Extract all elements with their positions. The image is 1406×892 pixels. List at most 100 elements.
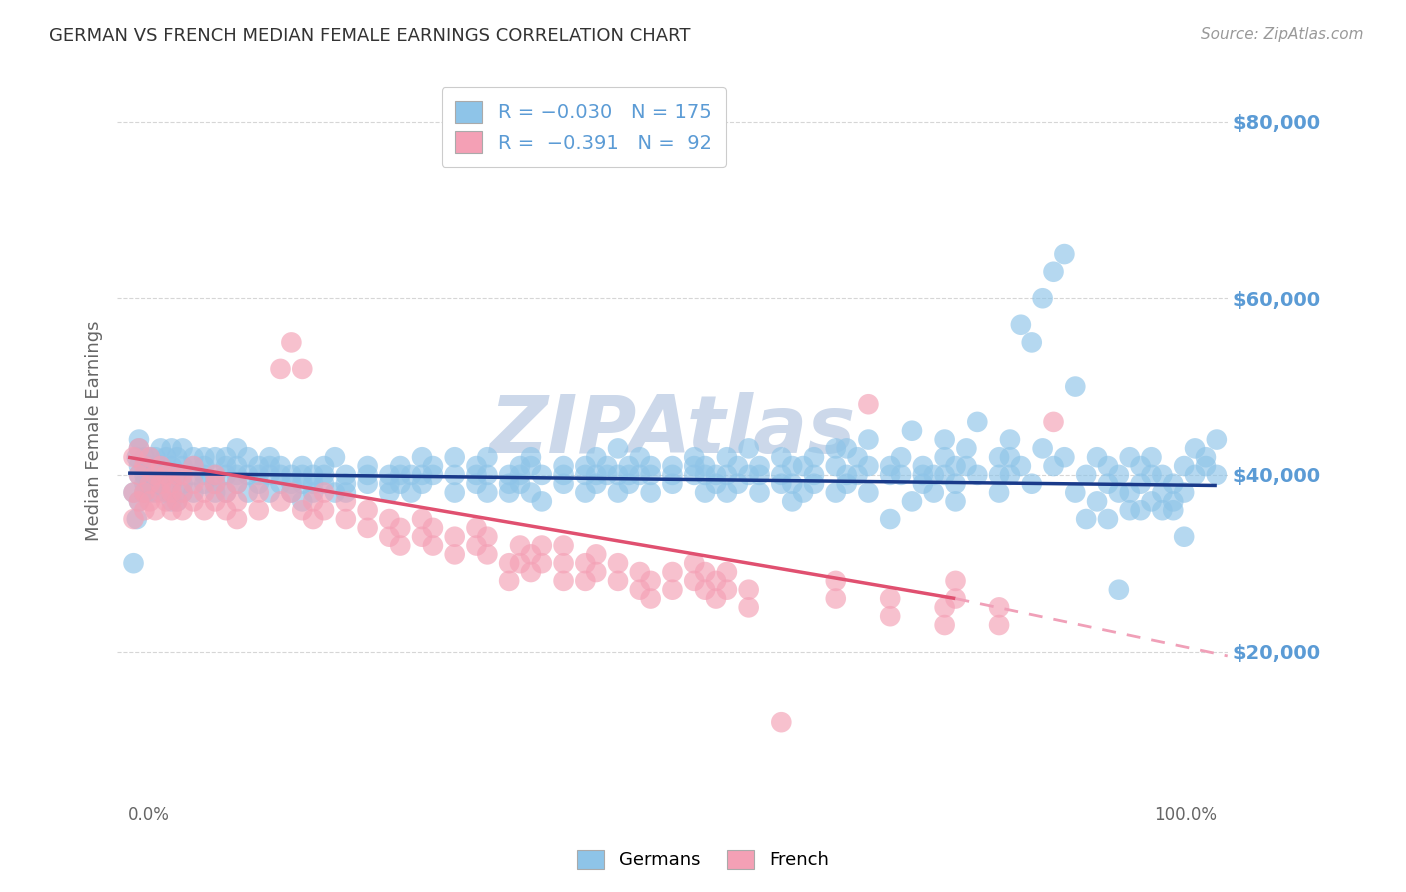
Point [553,476,575,491]
Point [378,512,401,526]
Point [122,512,145,526]
Point [1119,450,1142,465]
Point [1076,467,1098,482]
Point [172,485,194,500]
Point [520,450,543,465]
Point [1010,458,1032,473]
Point [215,450,238,465]
Point [988,618,1011,632]
Point [183,458,205,473]
Point [737,467,759,482]
Point [259,467,281,482]
Point [770,476,793,491]
Point [389,476,412,491]
Point [846,450,869,465]
Point [955,442,977,456]
Point [236,467,259,482]
Point [128,442,150,456]
Point [193,503,215,517]
Point [824,574,846,588]
Point [411,530,433,544]
Point [716,582,738,597]
Point [879,512,901,526]
Point [792,458,814,473]
Point [356,503,378,517]
Point [323,485,346,500]
Point [247,467,270,482]
Point [1064,379,1087,393]
Point [183,476,205,491]
Point [520,565,543,579]
Point [824,591,846,606]
Point [335,467,357,482]
Point [1010,318,1032,332]
Point [143,476,166,491]
Point [247,485,270,500]
Point [160,476,183,491]
Point [1173,458,1195,473]
Point [1140,450,1163,465]
Point [291,467,314,482]
Point [166,450,188,465]
Point [166,494,188,508]
Text: ZIPAtlas: ZIPAtlas [489,392,856,470]
Point [704,591,727,606]
Point [1021,335,1043,350]
Point [998,467,1021,482]
Point [378,467,401,482]
Point [465,458,488,473]
Point [477,548,499,562]
Point [134,458,156,473]
Point [1173,530,1195,544]
Point [356,467,378,482]
Point [193,450,215,465]
Point [695,467,717,482]
Point [607,556,630,570]
Point [204,450,226,465]
Point [172,442,194,456]
Point [312,503,335,517]
Point [247,503,270,517]
Point [465,521,488,535]
Text: GERMAN VS FRENCH MEDIAN FEMALE EARNINGS CORRELATION CHART: GERMAN VS FRENCH MEDIAN FEMALE EARNINGS … [49,27,690,45]
Point [792,485,814,500]
Point [291,476,314,491]
Point [858,433,880,447]
Point [498,485,520,500]
Point [465,476,488,491]
Point [259,450,281,465]
Point [945,494,967,508]
Point [780,476,803,491]
Point [640,574,662,588]
Point [411,512,433,526]
Point [356,458,378,473]
Point [1205,467,1227,482]
Point [695,458,717,473]
Point [498,476,520,491]
Point [143,450,166,465]
Point [422,521,444,535]
Point [139,467,162,482]
Point [1129,458,1152,473]
Point [1042,265,1064,279]
Text: 0.0%: 0.0% [128,806,170,824]
Point [835,442,858,456]
Point [477,530,499,544]
Point [280,485,302,500]
Point [1097,476,1119,491]
Point [640,467,662,482]
Point [1129,476,1152,491]
Point [835,467,858,482]
Point [988,485,1011,500]
Point [617,476,640,491]
Legend: R = −0.030   N = 175, R =  −0.391   N =  92: R = −0.030 N = 175, R = −0.391 N = 92 [441,87,725,167]
Point [911,458,934,473]
Point [399,485,422,500]
Point [1053,247,1076,261]
Point [143,467,166,482]
Point [803,450,825,465]
Point [226,467,249,482]
Point [553,574,575,588]
Point [389,467,412,482]
Point [247,458,270,473]
